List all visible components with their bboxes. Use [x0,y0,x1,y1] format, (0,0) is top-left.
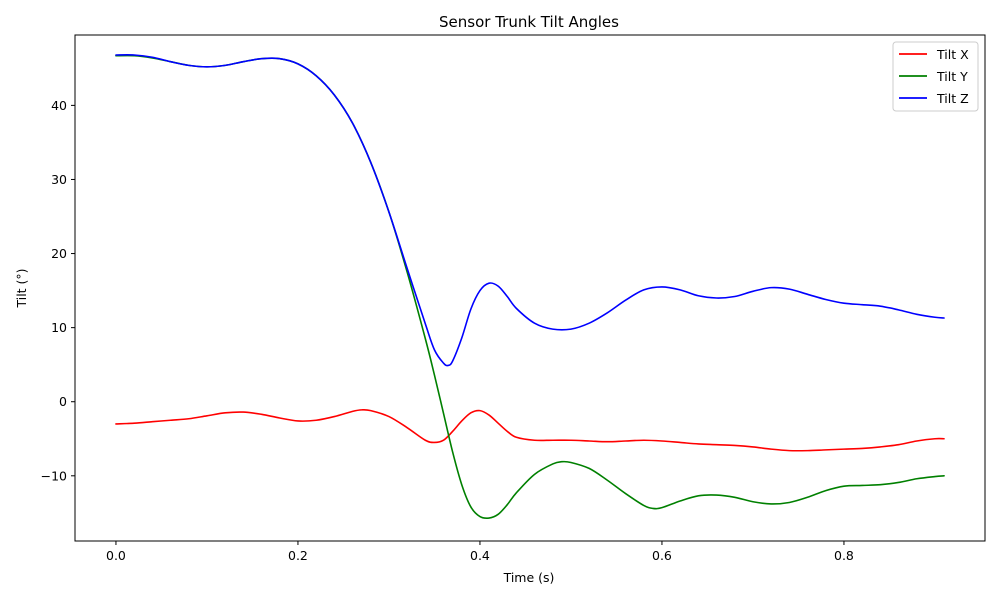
legend-label-tilt-y: Tilt Y [936,69,968,84]
y-axis: −10 0 10 20 30 40 [41,98,75,483]
x-tick-label: 0.6 [652,548,672,563]
x-tick-label: 0.4 [470,548,490,563]
series-line-tilt-x [115,408,945,452]
plot-frame [74,34,986,542]
x-tick-label: 0.8 [834,548,854,563]
series-layer [115,54,945,520]
y-tick-label: 30 [51,172,67,187]
y-tick-label: 20 [51,246,67,261]
legend-label-tilt-x: Tilt X [936,47,969,62]
legend: Tilt X Tilt Y Tilt Z [892,41,979,112]
y-tick-label: 0 [59,394,67,409]
y-tick-label: 40 [51,98,67,113]
chart-title: Sensor Trunk Tilt Angles [439,13,619,31]
y-tick-label: 10 [51,320,67,335]
y-axis-label: Tilt (°) [14,268,29,308]
legend-frame [892,41,979,112]
y-tick-label: −10 [41,468,67,483]
x-tick-label: 0.2 [288,548,308,563]
legend-label-tilt-z: Tilt Z [936,91,969,106]
x-axis-label: Time (s) [503,570,555,585]
x-tick-label: 0.0 [106,548,126,563]
series-line-tilt-z [115,54,945,367]
x-axis: 0.0 0.2 0.4 0.6 0.8 [106,541,854,563]
